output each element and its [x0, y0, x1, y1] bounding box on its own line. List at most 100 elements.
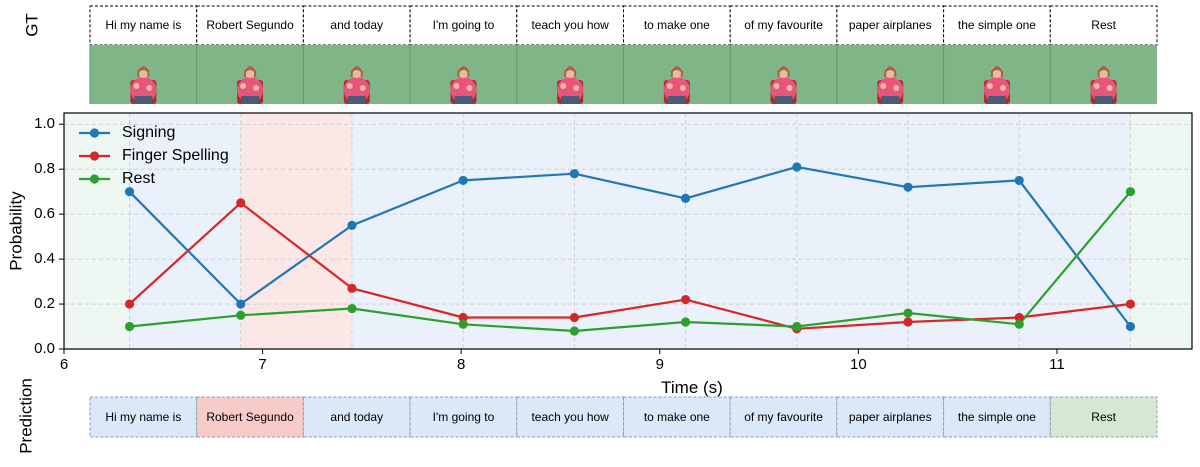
- person-hand: [346, 83, 353, 89]
- data-point-rest: [1014, 319, 1024, 329]
- legend-label: Rest: [122, 170, 155, 187]
- data-point-rest: [1125, 187, 1136, 197]
- gt-caption-text: and today: [330, 18, 383, 32]
- gt-caption-box: [196, 5, 304, 46]
- person-hand: [679, 85, 686, 91]
- data-point-signing: [124, 187, 135, 197]
- background-region-signing: [129, 113, 241, 349]
- gt-caption-text: I'm going to: [433, 18, 495, 32]
- prediction-box-rest: [1049, 396, 1158, 438]
- person-legs: [347, 96, 366, 104]
- person-hand: [253, 85, 260, 91]
- data-point-fingerspelling: [347, 283, 357, 293]
- person-hair: [457, 66, 470, 77]
- person-hand: [786, 85, 793, 91]
- series-line-rest: [129, 190, 1132, 333]
- data-point-signing: [236, 299, 246, 309]
- person-hair: [350, 66, 363, 77]
- background-region-rest: [1130, 113, 1192, 349]
- prediction-text: Rest: [1091, 410, 1116, 424]
- prediction-text: Hi my name is: [105, 410, 181, 424]
- x-tick-label: 11: [1049, 356, 1065, 373]
- person-legs: [241, 96, 260, 104]
- person-hair: [777, 66, 790, 77]
- person-hair: [670, 66, 683, 77]
- person-hand: [453, 83, 460, 89]
- data-point-signing: [1014, 175, 1024, 186]
- gt-caption-box: [836, 5, 945, 46]
- person-hair: [990, 66, 1003, 77]
- video-frame-strip: [89, 45, 1157, 104]
- data-point-fingerspelling: [1014, 312, 1024, 323]
- person-hair: [1097, 66, 1110, 77]
- y-tick-label: 0.6: [34, 205, 55, 222]
- person-hand: [666, 83, 673, 89]
- x-axis-label: Time (s): [661, 378, 723, 397]
- prediction-text: to make one: [644, 410, 710, 424]
- data-point-fingerspelling: [680, 294, 691, 305]
- legend-label: Signing: [122, 124, 175, 141]
- person-hand: [986, 83, 993, 89]
- prediction-box-signing: [516, 396, 624, 438]
- data-point-rest: [236, 310, 246, 320]
- person-hand: [133, 83, 140, 89]
- person-hand: [773, 83, 780, 89]
- person-hand: [573, 85, 580, 91]
- person-legs: [881, 96, 900, 104]
- prediction-row: Hi my name is Robert Segundo and today I'm …: [89, 396, 1158, 438]
- gt-caption-box: [729, 5, 838, 46]
- person-hair: [244, 66, 257, 77]
- prediction-text: paper airplanes: [849, 410, 932, 424]
- y-axis-ticks: 0.0 0.2 0.4 0.6 0.8 1.0: [34, 115, 64, 357]
- prediction-box-signing: [943, 396, 1051, 438]
- gt-caption-text: Hi my name is: [105, 18, 181, 32]
- data-point-rest: [680, 317, 691, 327]
- prediction-row-label: Prediction: [16, 378, 35, 454]
- gt-caption-box: [409, 5, 518, 46]
- legend-label: Finger Spelling: [122, 147, 229, 164]
- prediction-text: of my favourite: [744, 410, 823, 424]
- person-hand: [240, 83, 247, 89]
- y-tick-label: 0.8: [34, 160, 55, 177]
- data-point-rest: [458, 319, 468, 329]
- data-point-rest: [569, 326, 579, 336]
- gt-caption-box: [302, 5, 411, 46]
- y-axis-label: Probability: [6, 191, 25, 271]
- data-point-rest: [347, 303, 357, 314]
- person-legs: [1094, 96, 1113, 104]
- probability-chart: 6 7 8 9 10 11 0.0 0.2 0.4 0.6 0.8 1.0 Time (s) Pro…: [6, 112, 1193, 397]
- legend-swatch-marker: [89, 151, 100, 161]
- gt-caption-text: Robert Segundo: [206, 18, 294, 32]
- gt-caption-text: the simple one: [958, 18, 1036, 32]
- gt-caption-text: Rest: [1091, 18, 1116, 32]
- background-region-rest: [64, 113, 130, 349]
- legend-swatch-marker: [89, 174, 100, 184]
- person-hand: [880, 83, 887, 89]
- data-point-fingerspelling: [458, 312, 468, 323]
- gt-caption-row: Hi my name is Robert Segundo and today I'm …: [89, 5, 1158, 46]
- gt-caption-box: [89, 5, 198, 46]
- background-regions: [64, 113, 1192, 349]
- prediction-box-signing: [89, 396, 198, 438]
- gt-caption-box: [1049, 5, 1158, 46]
- series-lines: [128, 165, 1132, 333]
- prediction-text: and today: [330, 410, 383, 424]
- gt-caption-text: paper airplanes: [849, 18, 932, 32]
- x-tick-label: 9: [656, 356, 664, 373]
- person-legs: [987, 96, 1006, 104]
- data-point-rest: [903, 308, 913, 318]
- gt-caption-text: to make one: [644, 18, 710, 32]
- gt-caption-box: [943, 5, 1051, 46]
- data-point-signing: [347, 220, 357, 230]
- person-hand: [560, 83, 567, 89]
- data-point-fingerspelling: [124, 299, 135, 309]
- data-point-signing: [792, 162, 802, 172]
- data-point-signing: [903, 182, 913, 192]
- gt-caption-text: of my favourite: [744, 18, 823, 32]
- person-hair: [884, 66, 897, 77]
- prediction-box-signing: [836, 396, 945, 438]
- data-point-fingerspelling: [236, 198, 246, 208]
- person-legs: [454, 96, 473, 104]
- x-axis-ticks: 6 7 8 9 10 11: [60, 349, 1065, 373]
- person-hand: [1093, 83, 1100, 89]
